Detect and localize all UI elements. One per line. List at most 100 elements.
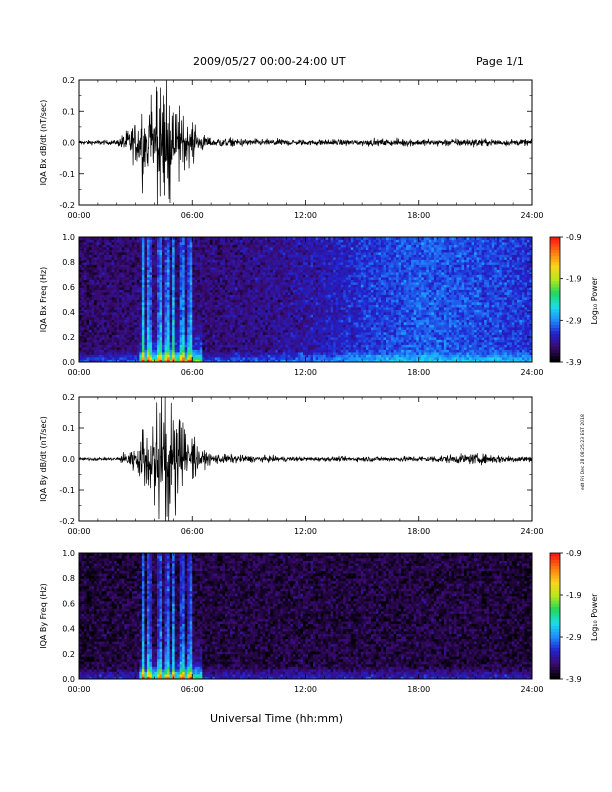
- spectrogram-cell: [142, 277, 145, 280]
- spectrogram-cell: [245, 305, 248, 308]
- spectrogram-cell: [253, 255, 256, 258]
- spectrogram-cell: [177, 272, 180, 275]
- spectrogram-cell: [295, 352, 298, 355]
- spectrogram-cell: [129, 315, 132, 318]
- spectrogram-cell: [107, 260, 110, 263]
- spectrogram-cell: [212, 305, 215, 308]
- spectrogram-cell: [180, 247, 183, 250]
- spectrogram-cell: [132, 277, 135, 280]
- spectrogram-cell: [245, 312, 248, 315]
- spectrogram-cell: [300, 315, 303, 318]
- spectrogram-cell: [185, 332, 188, 335]
- spectrogram-cell: [99, 247, 102, 250]
- spectrogram-cell: [273, 330, 276, 333]
- spectrogram-cell: [167, 345, 170, 348]
- spectrogram-cell: [102, 312, 105, 315]
- spectrogram-cell: [290, 290, 293, 293]
- spectrogram-cell: [82, 307, 85, 310]
- spectrogram-cell: [245, 297, 248, 300]
- spectrogram-cell: [217, 262, 220, 265]
- spectrogram-cell: [149, 312, 152, 315]
- spectrogram-cell: [112, 267, 115, 270]
- spectrogram-cell: [192, 352, 195, 355]
- spectrogram-cell: [288, 312, 291, 315]
- spectrogram-cell: [172, 277, 175, 280]
- spectrogram-cell: [308, 325, 311, 328]
- spectrogram-cell: [288, 295, 291, 298]
- spectrogram-cell: [293, 287, 296, 290]
- spectrogram-cell: [300, 322, 303, 325]
- spectrogram-cell: [185, 287, 188, 290]
- spectrogram-cell: [238, 335, 241, 338]
- spectrogram-cell: [275, 245, 278, 248]
- spectrogram-cell: [311, 315, 314, 318]
- spectrogram-cell: [152, 267, 155, 270]
- spectrogram-cell: [87, 312, 90, 315]
- spectrogram-cell: [321, 345, 324, 348]
- spectrogram-cell: [182, 257, 185, 260]
- spectrogram-cell: [311, 305, 314, 308]
- spectrogram-cell: [205, 287, 208, 290]
- spectrogram-cell: [157, 240, 160, 243]
- spectrogram-cell: [275, 255, 278, 258]
- spectrogram-cell: [185, 265, 188, 268]
- spectrogram-cell: [306, 270, 309, 273]
- spectrogram-cell: [185, 357, 188, 360]
- spectrogram-cell: [182, 340, 185, 343]
- spectrogram-cell: [273, 280, 276, 283]
- spectrogram-cell: [255, 257, 258, 260]
- spectrogram-cell: [212, 315, 215, 318]
- spectrogram-cell: [323, 347, 326, 350]
- spectrogram-cell: [97, 242, 100, 245]
- spectrogram-cell: [298, 325, 301, 328]
- spectrogram-cell: [308, 275, 311, 278]
- spectrogram-cell: [160, 260, 163, 263]
- spectrogram-cell: [235, 320, 238, 323]
- spectrogram-cell: [129, 325, 132, 328]
- spectrogram-cell: [290, 242, 293, 245]
- spectrogram-cell: [137, 322, 140, 325]
- spectrogram-cell: [308, 310, 311, 313]
- spectrogram-cell: [263, 300, 266, 303]
- spectrogram-cell: [275, 257, 278, 260]
- spectrogram-cell: [212, 252, 215, 255]
- spectrogram-cell: [157, 287, 160, 290]
- spectrogram-cell: [190, 307, 193, 310]
- spectrogram-cell: [172, 260, 175, 263]
- spectrogram-cell: [210, 332, 213, 335]
- spectrogram-cell: [87, 262, 90, 265]
- spectrogram-cell: [180, 300, 183, 303]
- spectrogram-cell: [283, 247, 286, 250]
- spectrogram-cell: [280, 352, 283, 355]
- spectrogram-cell: [321, 260, 324, 263]
- spectrogram-cell: [200, 270, 203, 273]
- spectrogram-cell: [253, 355, 256, 358]
- spectrogram-cell: [147, 242, 150, 245]
- spectrogram-cell: [132, 322, 135, 325]
- spectrogram-cell: [233, 287, 236, 290]
- spectrogram-cell: [172, 345, 175, 348]
- spectrogram-cell: [175, 325, 178, 328]
- spectrogram-cell: [220, 315, 223, 318]
- spectrogram-cell: [268, 352, 271, 355]
- spectrogram-cell: [104, 350, 107, 353]
- spectrogram-cell: [270, 250, 273, 253]
- spectrogram-cell: [225, 265, 228, 268]
- spectrogram-cell: [175, 337, 178, 340]
- spectrogram-cell: [280, 327, 283, 330]
- spectrogram-cell: [162, 302, 165, 305]
- spectrogram-cell: [233, 327, 236, 330]
- spectrogram-cell: [185, 245, 188, 248]
- spectrogram-cell: [212, 245, 215, 248]
- spectrogram-cell: [117, 330, 120, 333]
- spectrogram-cell: [278, 295, 281, 298]
- spectrogram-cell: [212, 257, 215, 260]
- spectrogram-cell: [134, 250, 137, 253]
- spectrogram-cell: [197, 242, 200, 245]
- spectrogram-cell: [240, 260, 243, 263]
- spectrogram-cell: [288, 292, 291, 295]
- spectrogram-cell: [170, 267, 173, 270]
- spectrogram-cell: [245, 325, 248, 328]
- spectrogram-cell: [97, 297, 100, 300]
- spectrogram-cell: [129, 290, 132, 293]
